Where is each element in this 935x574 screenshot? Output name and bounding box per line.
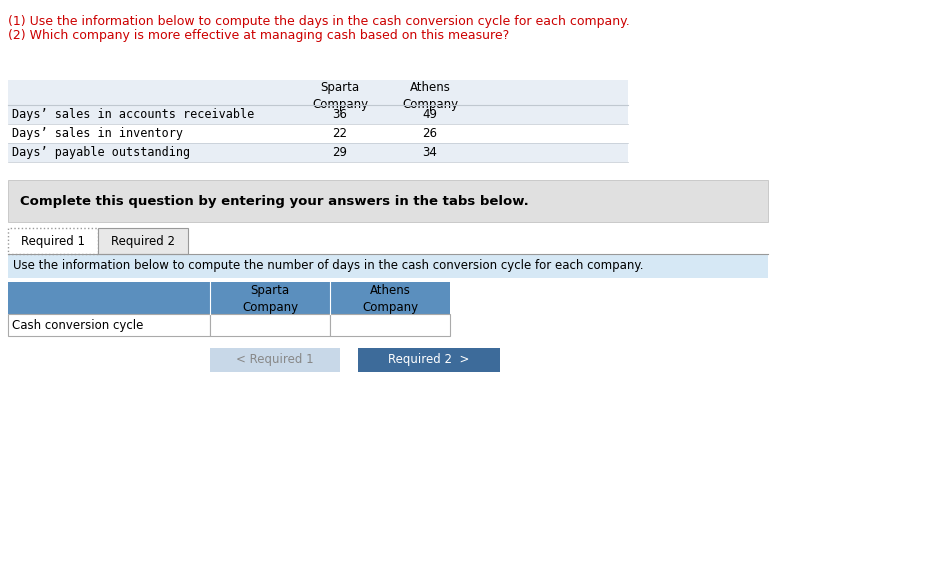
Bar bbox=[8, 80, 628, 105]
Text: < Required 1: < Required 1 bbox=[237, 354, 314, 367]
Text: Use the information below to compute the number of days in the cash conversion c: Use the information below to compute the… bbox=[13, 259, 643, 273]
Text: Required 2: Required 2 bbox=[111, 235, 175, 247]
Text: Athens
Company: Athens Company bbox=[362, 284, 418, 314]
Text: 29: 29 bbox=[333, 146, 348, 159]
Bar bbox=[210, 348, 340, 372]
Text: Days’ sales in accounts receivable: Days’ sales in accounts receivable bbox=[12, 108, 254, 121]
Bar bbox=[8, 282, 450, 314]
Text: (2) Which company is more effective at managing cash based on this measure?: (2) Which company is more effective at m… bbox=[8, 29, 510, 42]
Text: (1) Use the information below to compute the days in the cash conversion cycle f: (1) Use the information below to compute… bbox=[8, 15, 630, 28]
Text: Cash conversion cycle: Cash conversion cycle bbox=[12, 319, 143, 332]
Bar bbox=[8, 254, 768, 278]
Text: Required 2  >: Required 2 > bbox=[388, 354, 469, 367]
Text: 22: 22 bbox=[333, 127, 348, 140]
Text: 26: 26 bbox=[423, 127, 438, 140]
Text: Athens
Company: Athens Company bbox=[402, 81, 458, 111]
Bar bbox=[8, 314, 210, 336]
Text: 34: 34 bbox=[423, 146, 438, 159]
Bar bbox=[358, 348, 500, 372]
Text: Days’ sales in inventory: Days’ sales in inventory bbox=[12, 127, 183, 140]
Text: Sparta
Company: Sparta Company bbox=[242, 284, 298, 314]
Bar bbox=[8, 105, 628, 124]
Bar bbox=[98, 228, 188, 254]
Text: Days’ payable outstanding: Days’ payable outstanding bbox=[12, 146, 190, 159]
Text: 49: 49 bbox=[423, 108, 438, 121]
Bar bbox=[330, 314, 450, 336]
Bar bbox=[210, 314, 330, 336]
Text: Sparta
Company: Sparta Company bbox=[312, 81, 368, 111]
Text: Complete this question by entering your answers in the tabs below.: Complete this question by entering your … bbox=[20, 195, 529, 207]
Text: 36: 36 bbox=[333, 108, 348, 121]
Bar bbox=[8, 180, 768, 222]
Text: Required 1: Required 1 bbox=[21, 235, 85, 247]
Bar bbox=[8, 143, 628, 162]
Bar bbox=[8, 228, 98, 254]
Bar bbox=[8, 124, 628, 143]
